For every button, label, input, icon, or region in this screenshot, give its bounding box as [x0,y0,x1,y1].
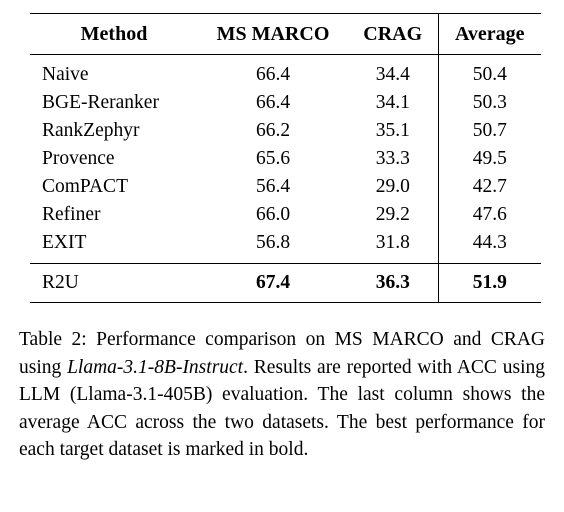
results-table: Method MS MARCO CRAG Average Naive 66.4 … [30,13,541,303]
caption-suffix: . Results are reported with ACC using LL… [19,356,545,461]
cell-average: 50.3 [437,89,541,117]
cell-ms-marco-best: 67.4 [255,272,291,293]
cell-crag: 34.1 [375,92,410,113]
cell-crag: 34.4 [375,64,410,85]
cell-method: ComPACT [42,176,128,197]
cell-method: BGE-Reranker [42,92,159,113]
cell-crag: 33.3 [375,148,410,169]
cell-method: Provence [42,148,115,169]
caption-model-name: Llama-3.1-8B-Instruct [67,356,244,378]
cell-ms-marco: 65.6 [255,148,291,169]
table-row: BGE-Reranker 66.4 34.1 50.3 [30,89,541,117]
cell-method: Naive [42,64,89,85]
cell-method: RankZephyr [42,120,140,141]
cell-average: 49.5 [437,145,541,173]
cell-crag: 29.2 [375,204,410,225]
cell-crag-best: 36.3 [375,272,410,293]
cell-crag: 29.0 [375,176,410,197]
table-row: Naive 66.4 34.4 50.4 [30,54,541,89]
cell-ms-marco: 66.4 [255,64,291,85]
cell-method-best: R2U [42,272,79,293]
table-row: EXIT 56.8 31.8 44.3 [30,229,541,264]
cell-ms-marco: 66.2 [255,120,291,141]
cell-crag: 31.8 [375,232,410,253]
header-average: Average [437,13,541,55]
table-row: ComPACT 56.4 29.0 42.7 [30,173,541,201]
cell-ms-marco: 66.4 [255,92,291,113]
cell-method: EXIT [42,232,87,253]
table-row: Provence 65.6 33.3 49.5 [30,145,541,173]
best-result-row: R2U 67.4 36.3 51.9 [30,263,541,303]
cell-average: 50.7 [437,117,541,145]
cell-average: 42.7 [437,173,541,201]
header-row: Method MS MARCO CRAG Average [30,13,541,55]
table-row: Refiner 66.0 29.2 47.6 [30,201,541,229]
header-crag: CRAG [363,22,423,45]
caption-prefix: Table 2: Performance comparison on MS MA… [19,329,545,378]
cell-ms-marco: 56.8 [255,232,291,253]
cell-average: 47.6 [437,201,541,229]
cell-average-best: 51.9 [437,263,541,303]
header-method: Method [80,22,148,45]
table-caption: Table 2: Performance comparison on MS MA… [19,326,545,464]
cell-average: 44.3 [437,229,541,264]
results-table-container: Method MS MARCO CRAG Average Naive 66.4 … [30,13,541,303]
table-row: RankZephyr 66.2 35.1 50.7 [30,117,541,145]
header-ms-marco: MS MARCO [216,22,330,45]
cell-ms-marco: 66.0 [255,204,291,225]
cell-method: Refiner [42,204,101,225]
cell-ms-marco: 56.4 [255,176,291,197]
cell-average: 50.4 [437,54,541,89]
cell-crag: 35.1 [375,120,410,141]
